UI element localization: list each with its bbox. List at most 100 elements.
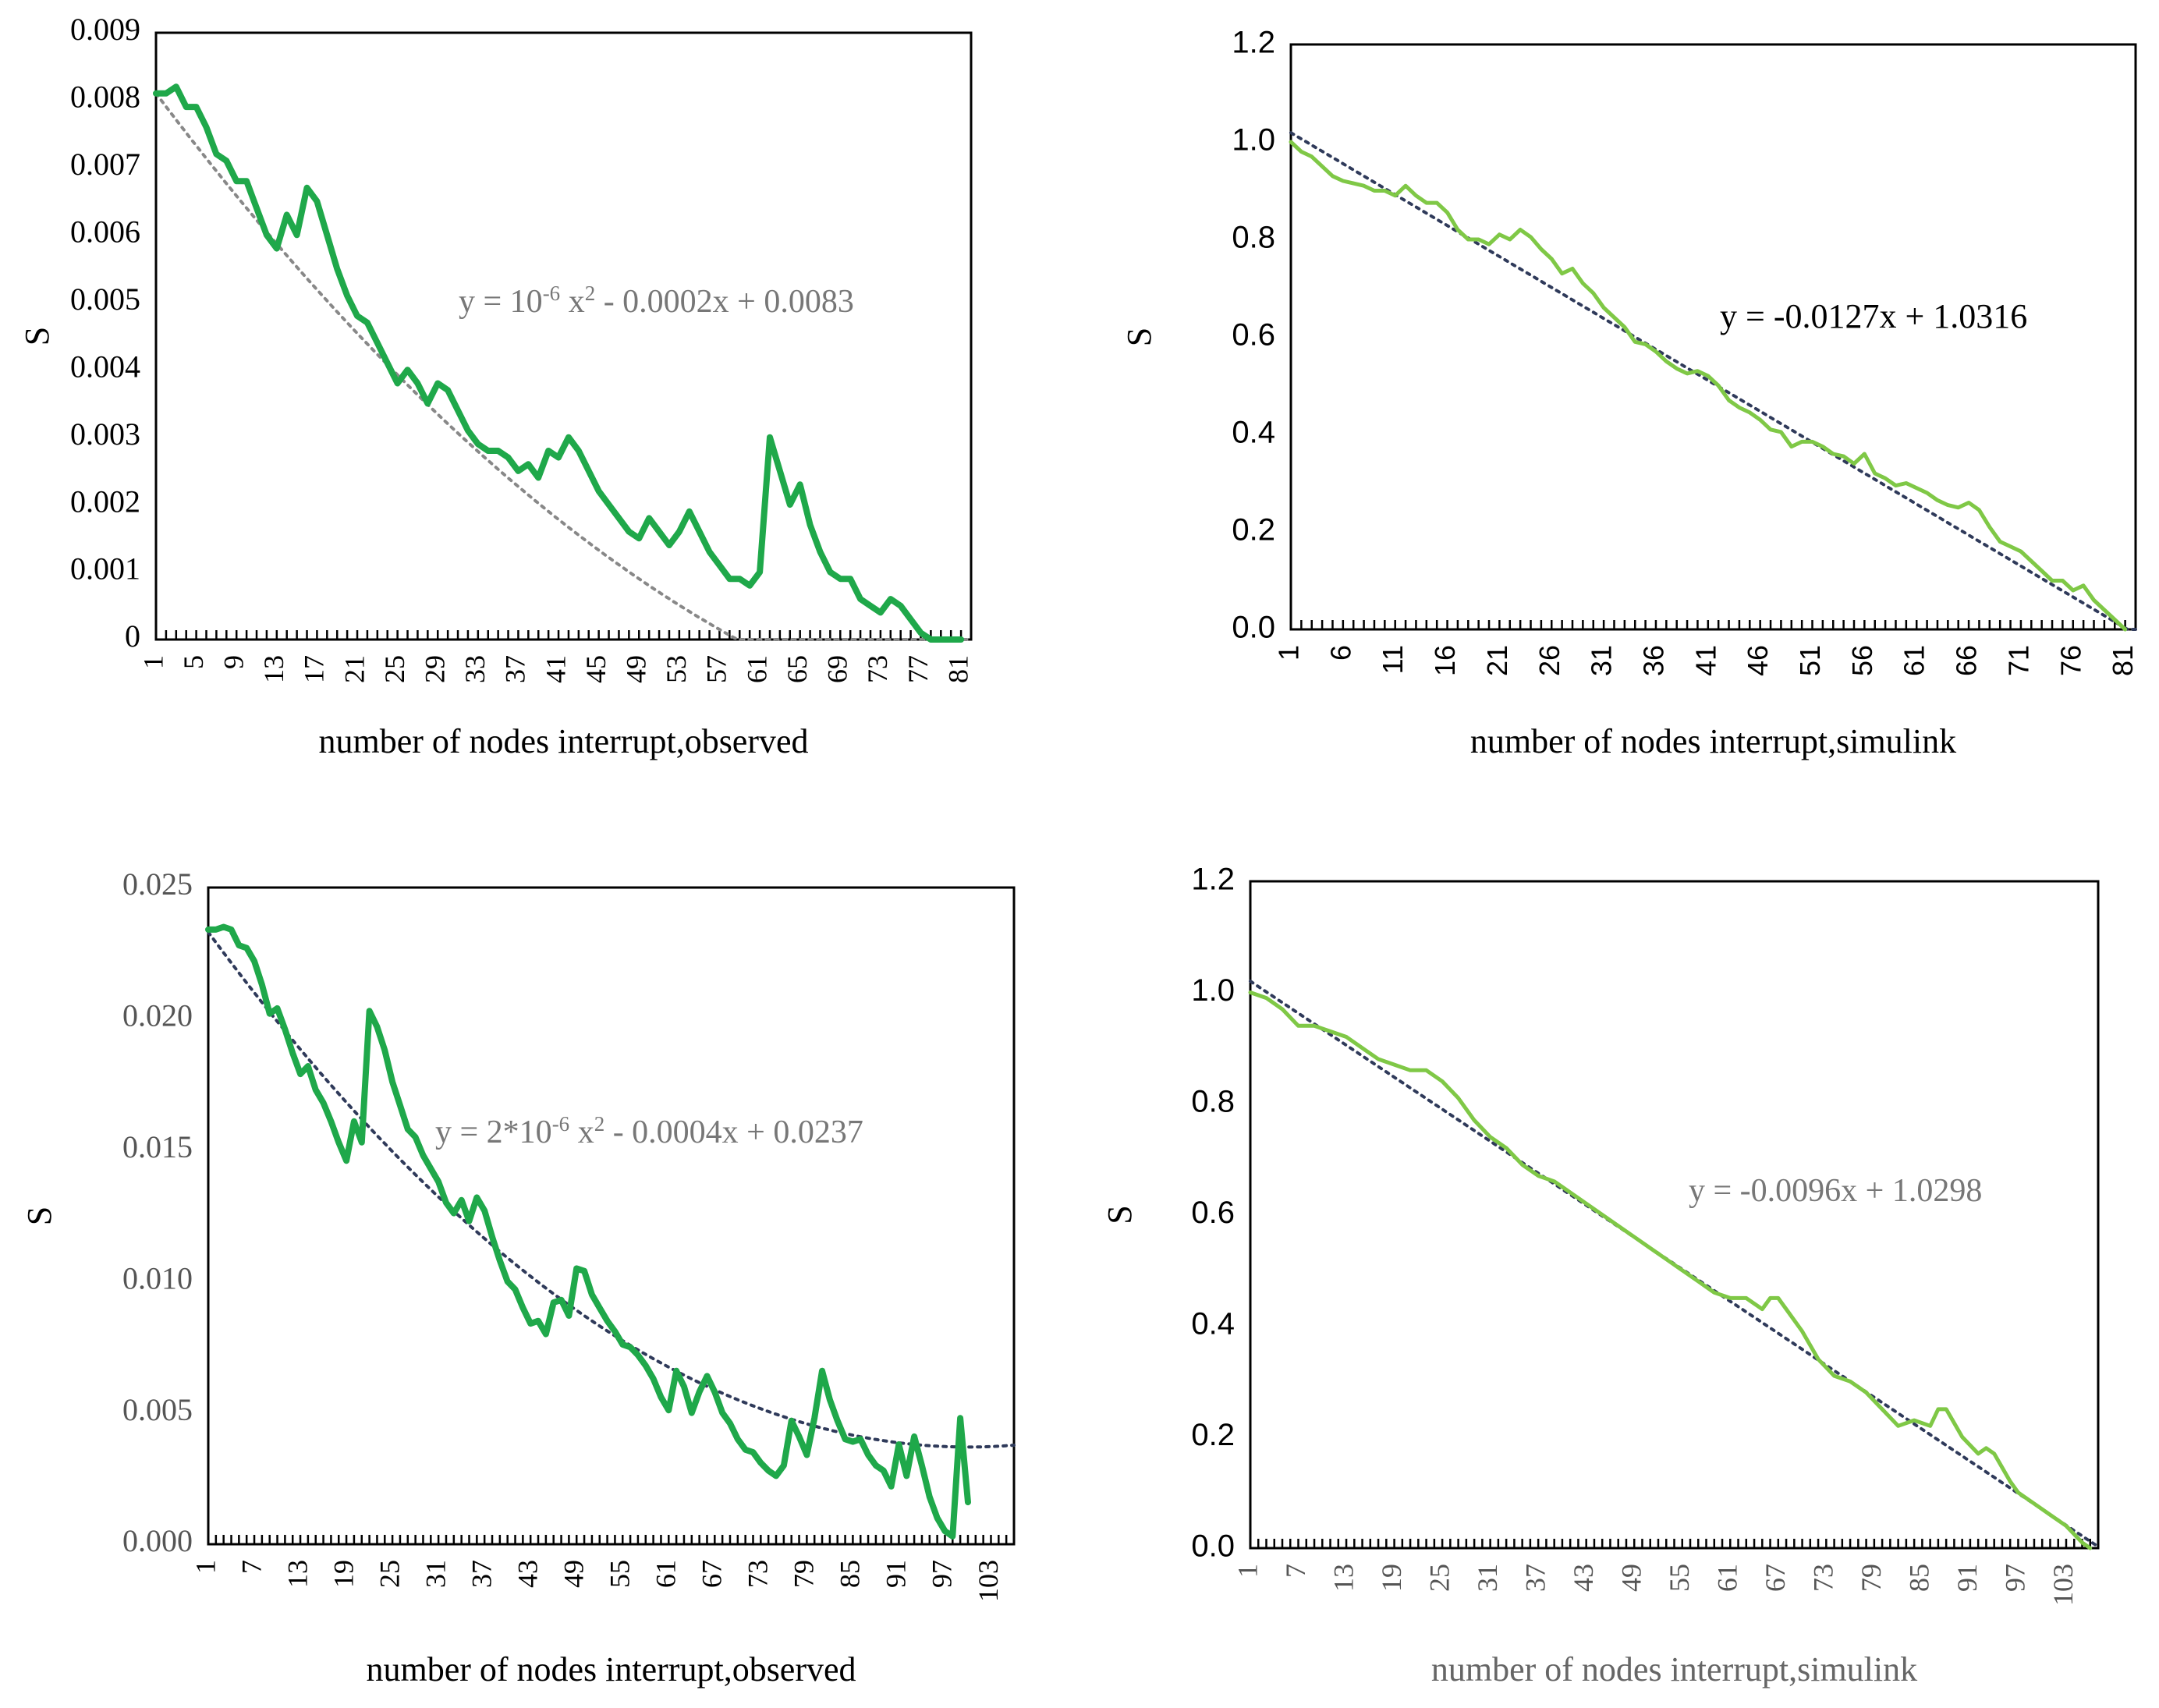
equation-text: - 0.0002x + 0.0083 <box>595 284 854 320</box>
equation-text: - 0.0004x + 0.0237 <box>604 1114 863 1150</box>
x-tick-label: 31 <box>1472 1564 1503 1592</box>
x-tick-label: 21 <box>339 655 370 683</box>
x-tick-label: 41 <box>1689 645 1721 676</box>
x-tick-label: 26 <box>1533 645 1565 676</box>
x-axis-label: number of nodes interrupt,observed <box>366 1650 856 1689</box>
chart-br: 0.0 0.2 0.4 0.6 0.8 1.0 1.2 1 7 13 19 25 31 37 43 49 55 6… <box>1101 863 2100 1689</box>
x-tick-label: 37 <box>1519 1564 1551 1592</box>
y-tick-label: 0.6 <box>1191 1196 1235 1230</box>
chart-tl: 0 0.001 0.002 0.003 0.004 0.005 0.006 0.007 0.00… <box>18 12 973 760</box>
x-tick-label: 16 <box>1429 645 1461 676</box>
x-tick-label: 81 <box>2107 645 2139 676</box>
y-tick-label: 0.006 <box>70 214 140 250</box>
x-axis-label: number of nodes interrupt,simulink <box>1470 722 1956 760</box>
y-tick-label: 0 <box>125 618 140 654</box>
x-tick-label: 61 <box>1898 645 1930 676</box>
x-tick-label: 91 <box>1952 1564 1983 1592</box>
x-tick-label: 51 <box>1794 645 1826 676</box>
x-tick-label: 61 <box>651 1560 682 1588</box>
x-tick-label: 25 <box>379 655 410 683</box>
trend-equation: y = 10-6 x2 - 0.0002x + 0.0083 <box>459 282 854 320</box>
x-tick-label: 33 <box>459 655 491 683</box>
x-tick-label: 77 <box>902 655 934 683</box>
x-tick-label: 61 <box>1712 1564 1743 1592</box>
y-tick-label: 1.2 <box>1191 863 1235 897</box>
x-tick-label: 25 <box>1423 1564 1455 1592</box>
equation-text: x <box>569 1114 594 1150</box>
equation-superscript: -6 <box>543 282 561 305</box>
x-tick-label: 71 <box>2002 645 2034 676</box>
y-tick-label: 1.0 <box>1232 123 1275 158</box>
equation-text: y = -0.0127x + 1.0316 <box>1720 297 2027 335</box>
y-tick-label: 0.005 <box>70 282 140 317</box>
x-tick-label: 43 <box>512 1560 543 1588</box>
x-tick-label: 67 <box>697 1560 728 1588</box>
x-tick-label: 79 <box>1856 1564 1887 1592</box>
equation-text: y = -0.0096x + 1.0298 <box>1689 1173 1982 1209</box>
trend-equation: y = 2*10-6 x2 - 0.0004x + 0.0237 <box>435 1112 863 1150</box>
y-tick-label: 0.001 <box>70 551 140 586</box>
x-tick-label: 103 <box>2047 1564 2079 1606</box>
x-tick-label: 1 <box>190 1560 221 1574</box>
x-tick-label: 6 <box>1324 645 1356 661</box>
x-tick-label: 49 <box>1615 1564 1647 1592</box>
plot-frame <box>1289 43 2137 631</box>
x-tick-label: 5 <box>178 655 209 669</box>
plot-frame <box>207 886 1016 1546</box>
x-tick-label: 36 <box>1637 645 1669 676</box>
x-tick-label: 91 <box>881 1560 912 1588</box>
y-tick-label: 0.020 <box>122 998 193 1033</box>
x-tick-label: 73 <box>743 1560 774 1588</box>
x-tick-label: 13 <box>282 1560 313 1588</box>
x-axis-label: number of nodes interrupt,observed <box>318 722 808 760</box>
y-tick-label: 0.000 <box>122 1523 193 1558</box>
y-tick-label: 0.4 <box>1191 1307 1235 1341</box>
x-tick-label: 85 <box>835 1560 866 1588</box>
y-tick-label: 0.008 <box>70 80 140 115</box>
x-tick-label: 29 <box>420 655 451 683</box>
x-tick-label: 41 <box>540 655 571 683</box>
x-tick-label: 73 <box>862 655 893 683</box>
x-tick-label: 11 <box>1377 645 1409 674</box>
chart-tr: 0.00.20.40.60.81.01.21 6 11 16 21 26 31 36 41 46 5… <box>1120 26 2139 760</box>
x-tick-label: 49 <box>558 1560 589 1588</box>
x-tick-label: 81 <box>942 655 973 683</box>
x-tick-label: 53 <box>661 655 692 683</box>
y-tick-label: 0.2 <box>1232 513 1275 547</box>
x-tick-label: 97 <box>927 1560 958 1588</box>
y-tick-label: 0.0 <box>1191 1529 1235 1564</box>
x-tick-label: 49 <box>621 655 652 683</box>
x-tick-label: 21 <box>1481 645 1513 676</box>
y-axis-label: S <box>18 327 56 345</box>
x-tick-label: 9 <box>218 655 249 669</box>
x-tick-label: 43 <box>1568 1564 1599 1592</box>
series-line <box>1248 990 2093 1550</box>
y-axis-label: S <box>1101 1205 1139 1224</box>
y-tick-label: 0.003 <box>70 416 140 452</box>
y-tick-label: 0.002 <box>70 484 140 519</box>
x-tick-label: 1 <box>137 655 168 669</box>
series-line <box>205 923 971 1540</box>
y-tick-label: 0.005 <box>122 1392 193 1427</box>
x-tick-label: 13 <box>258 655 289 683</box>
y-tick-label: 1.0 <box>1191 973 1235 1008</box>
x-tick-label: 7 <box>236 1560 267 1574</box>
trend-equation: y = -0.0096x + 1.0298 <box>1689 1173 1982 1209</box>
y-tick-label: 0.4 <box>1232 416 1275 450</box>
y-tick-label: 0.2 <box>1191 1418 1235 1452</box>
y-axis-label: S <box>1120 328 1158 346</box>
x-tick-label: 19 <box>1376 1564 1407 1592</box>
x-tick-label: 17 <box>299 655 330 683</box>
x-tick-label: 31 <box>420 1560 451 1588</box>
x-tick-label: 1 <box>1232 1564 1263 1578</box>
y-tick-label: 0.007 <box>70 147 140 182</box>
y-tick-label: 0.009 <box>70 12 140 47</box>
x-tick-label: 45 <box>580 655 612 683</box>
x-tick-label: 31 <box>1586 645 1618 676</box>
x-tick-label: 73 <box>1808 1564 1839 1592</box>
y-tick-label: 0.6 <box>1232 318 1275 353</box>
y-axis-label: S <box>20 1207 58 1225</box>
x-tick-label: 103 <box>973 1560 1004 1602</box>
x-tick-label: 65 <box>782 655 813 683</box>
